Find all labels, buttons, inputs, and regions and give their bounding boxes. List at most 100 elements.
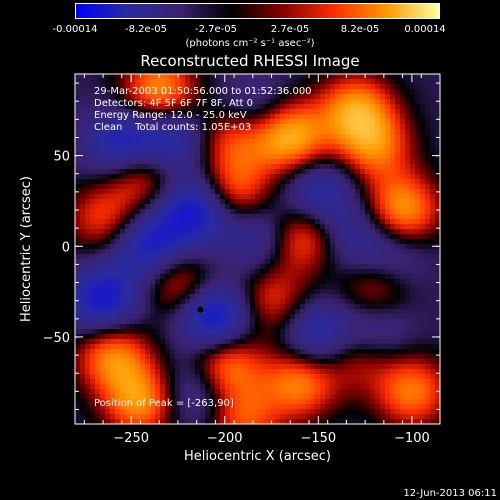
heatmap-cell <box>425 409 431 415</box>
heatmap-cell <box>160 384 166 390</box>
heatmap-cell <box>170 349 176 355</box>
heatmap-cell <box>160 309 166 315</box>
heatmap-cell <box>195 164 201 170</box>
heatmap-cell <box>225 224 231 230</box>
heatmap-cell <box>230 74 236 80</box>
heatmap-cell <box>155 389 161 395</box>
heatmap-cell <box>105 199 111 205</box>
heatmap-cell <box>235 404 241 410</box>
heatmap-cell <box>145 344 151 350</box>
heatmap-cell <box>250 324 256 330</box>
heatmap-cell <box>320 264 326 270</box>
heatmap-cell <box>410 264 416 270</box>
heatmap-cell <box>160 189 166 195</box>
heatmap-cell <box>315 274 321 280</box>
heatmap-cell <box>155 214 161 220</box>
heatmap-cell <box>415 189 421 195</box>
heatmap-cell <box>185 364 191 370</box>
heatmap-cell <box>125 264 131 270</box>
heatmap-cell <box>295 374 301 380</box>
heatmap-cell <box>185 209 191 215</box>
heatmap-cell <box>180 339 186 345</box>
heatmap-cell <box>340 159 346 165</box>
heatmap-cell <box>340 299 346 305</box>
heatmap-cell <box>360 164 366 170</box>
heatmap-cell <box>120 139 126 145</box>
heatmap-cell <box>250 269 256 275</box>
heatmap-cell <box>320 324 326 330</box>
heatmap-cell <box>230 309 236 315</box>
heatmap-cell <box>325 324 331 330</box>
heatmap-cell <box>200 389 206 395</box>
heatmap-cell <box>100 234 106 240</box>
heatmap-cell <box>80 234 86 240</box>
heatmap-cell <box>315 384 321 390</box>
heatmap-cell <box>365 289 371 295</box>
heatmap-cell <box>210 409 216 415</box>
heatmap-cell <box>330 359 336 365</box>
heatmap-cell <box>345 254 351 260</box>
heatmap-cell <box>100 399 106 405</box>
heatmap-cell <box>435 214 441 220</box>
heatmap-cell <box>235 334 241 340</box>
heatmap-cell <box>290 379 296 385</box>
heatmap-cell <box>265 334 271 340</box>
heatmap-cell <box>300 279 306 285</box>
heatmap-cell <box>375 299 381 305</box>
heatmap-cell <box>415 204 421 210</box>
heatmap-cell <box>410 154 416 160</box>
heatmap-cell <box>155 209 161 215</box>
heatmap-cell <box>425 214 431 220</box>
heatmap-cell <box>175 84 181 90</box>
heatmap-cell <box>260 369 266 375</box>
heatmap-cell <box>125 84 131 90</box>
heatmap-cell <box>230 394 236 400</box>
heatmap-cell <box>180 189 186 195</box>
heatmap-cell <box>90 384 96 390</box>
heatmap-cell <box>295 74 301 80</box>
heatmap-cell <box>375 99 381 105</box>
heatmap-cell <box>330 154 336 160</box>
heatmap-cell <box>125 339 131 345</box>
heatmap-cell <box>155 164 161 170</box>
heatmap-cell <box>240 369 246 375</box>
heatmap-cell <box>195 254 201 260</box>
heatmap-cell <box>295 154 301 160</box>
heatmap-cell <box>155 279 161 285</box>
heatmap-cell <box>225 159 231 165</box>
heatmap-cell <box>195 299 201 305</box>
heatmap-cell <box>255 364 261 370</box>
heatmap-cell <box>435 144 441 150</box>
heatmap-cell <box>95 169 101 175</box>
heatmap-cell <box>230 84 236 90</box>
heatmap-cell <box>425 379 431 385</box>
heatmap-cell <box>350 144 356 150</box>
heatmap-cell <box>350 339 356 345</box>
heatmap-cell <box>255 254 261 260</box>
heatmap-cell <box>295 269 301 275</box>
heatmap-cell <box>345 179 351 185</box>
heatmap-cell <box>130 184 136 190</box>
heatmap-cell <box>135 259 141 265</box>
heatmap-cell <box>95 94 101 100</box>
heatmap-cell <box>345 84 351 90</box>
heatmap-cell <box>180 249 186 255</box>
heatmap-cell <box>380 134 386 140</box>
heatmap-cell <box>330 234 336 240</box>
heatmap-cell <box>425 384 431 390</box>
heatmap-cell <box>185 239 191 245</box>
heatmap-cell <box>225 354 231 360</box>
heatmap-cell <box>80 79 86 85</box>
heatmap-cell <box>370 184 376 190</box>
heatmap-cell <box>355 254 361 260</box>
heatmap-cell <box>310 389 316 395</box>
heatmap-cell <box>175 249 181 255</box>
heatmap-cell <box>240 224 246 230</box>
heatmap-cell <box>430 134 436 140</box>
heatmap-cell <box>155 159 161 165</box>
heatmap-cell <box>435 264 441 270</box>
heatmap-cell <box>175 204 181 210</box>
heatmap-cell <box>330 164 336 170</box>
heatmap-cell <box>225 74 231 80</box>
heatmap-cell <box>225 394 231 400</box>
